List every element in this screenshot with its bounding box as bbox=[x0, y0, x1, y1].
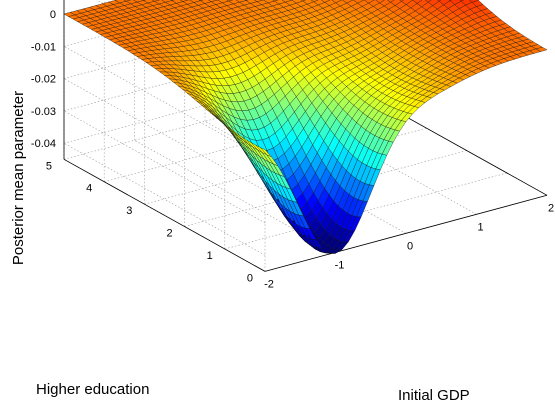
z-tick-label: -0.04 bbox=[31, 138, 56, 150]
y-tick-label: 3 bbox=[126, 205, 132, 217]
surface-patch bbox=[535, 47, 548, 52]
surface-patch bbox=[310, 0, 319, 2]
x-tick-label: 1 bbox=[477, 221, 483, 233]
y-tick-label: 0 bbox=[247, 272, 253, 284]
y-tick-label: 5 bbox=[46, 160, 52, 172]
surface-patch bbox=[399, 0, 404, 2]
y-tick-label: 4 bbox=[86, 183, 92, 195]
x-tick-label: -1 bbox=[335, 259, 345, 271]
z-tick-label: -0.01 bbox=[31, 41, 56, 53]
surface-patch bbox=[424, 0, 432, 3]
x-axis-title: Initial GDP bbox=[398, 387, 470, 404]
x-tick-label: 2 bbox=[548, 202, 554, 214]
surface-patch bbox=[387, 0, 395, 3]
z-tick-label: -0.03 bbox=[31, 106, 56, 118]
z-tick-label: 0 bbox=[50, 9, 56, 21]
y-axis-title: Higher education bbox=[36, 381, 149, 398]
surface-patch bbox=[437, 0, 442, 2]
y-axis-line bbox=[63, 158, 266, 272]
y-tick-label: 1 bbox=[207, 250, 213, 262]
side-grid-line bbox=[63, 142, 266, 256]
surface-mesh bbox=[63, 0, 548, 254]
z-tick-label: -0.02 bbox=[31, 74, 56, 86]
z-axis-title: Posterior mean parameter bbox=[10, 91, 27, 265]
x-tick-label: 0 bbox=[407, 240, 413, 252]
x-axis-line bbox=[264, 194, 548, 272]
x-tick-label: -2 bbox=[264, 278, 274, 290]
y-tick-label: 2 bbox=[166, 228, 172, 240]
